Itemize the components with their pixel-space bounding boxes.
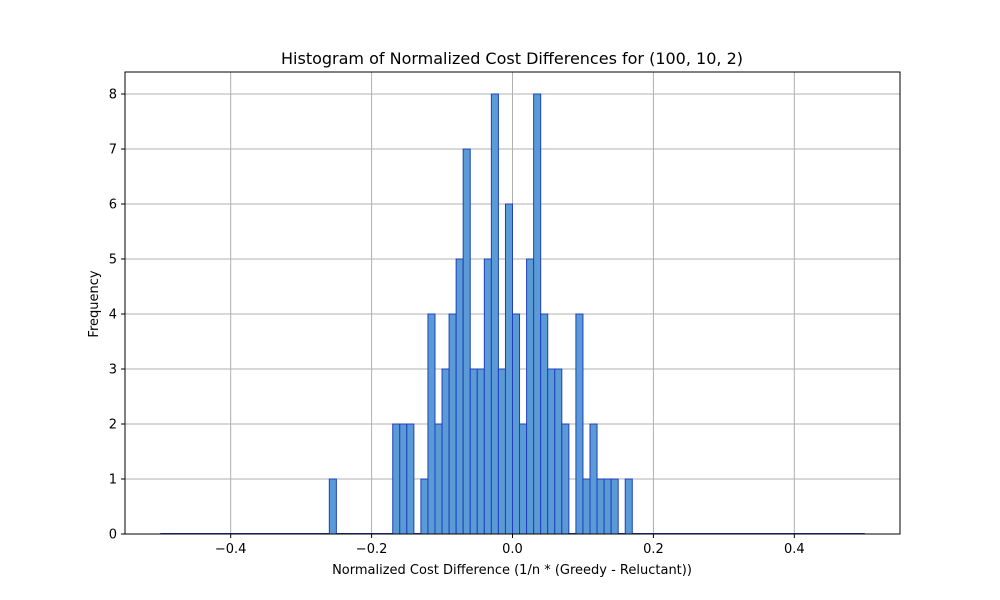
histogram-bar	[554, 368, 563, 535]
histogram-bar	[582, 478, 591, 535]
histogram-bar	[610, 478, 619, 535]
histogram-bar	[504, 203, 514, 535]
x-tick-label: 0.0	[502, 542, 523, 557]
histogram-bar	[575, 313, 584, 535]
histogram-bar	[596, 478, 605, 535]
histogram-bar	[526, 258, 535, 535]
histogram-bar	[399, 423, 408, 535]
y-tick-label: 8	[109, 88, 117, 103]
histogram-bar	[589, 423, 598, 535]
x-axis-ticks: −0.4 −0.2 0.0 0.2 0.4	[215, 534, 805, 557]
y-axis-label: Frequency	[87, 270, 102, 337]
histogram-bar	[328, 478, 337, 535]
y-tick-label: 6	[109, 198, 117, 213]
y-tick-label: 5	[109, 253, 117, 268]
histogram-bar	[547, 368, 556, 535]
y-tick-label: 4	[109, 308, 117, 323]
histogram-bar	[561, 423, 570, 535]
x-tick-label: 0.4	[784, 542, 805, 557]
y-tick-label: 0	[109, 528, 117, 543]
chart-title: Histogram of Normalized Cost Differences…	[281, 49, 743, 68]
histogram-bar	[533, 93, 542, 535]
histogram-bar	[448, 313, 457, 535]
y-tick-label: 7	[109, 143, 117, 158]
histogram-bar	[476, 368, 485, 535]
y-axis-ticks: 0 1 2 3 4 5 6 7 8	[109, 88, 125, 543]
histogram-bar	[519, 423, 528, 535]
y-tick-label: 3	[109, 363, 117, 378]
x-axis-label: Normalized Cost Difference (1/n * (Greed…	[332, 563, 692, 578]
histogram-bar	[392, 423, 401, 535]
histogram-bar	[406, 423, 415, 535]
histogram-bar	[497, 368, 506, 535]
histogram-bar	[624, 478, 633, 535]
histogram-bar	[603, 478, 612, 535]
histogram-bar	[540, 313, 549, 535]
histogram-bar	[462, 148, 471, 535]
x-tick-label: 0.2	[643, 542, 664, 557]
y-tick-label: 2	[109, 418, 117, 433]
histogram-bar	[490, 93, 499, 535]
histogram-bar	[427, 313, 436, 535]
histogram-bar	[469, 368, 478, 535]
y-tick-label: 1	[109, 473, 117, 488]
histogram-bar	[512, 313, 521, 535]
histogram-bar	[420, 478, 429, 535]
histogram-bar	[434, 423, 443, 535]
x-tick-label: −0.4	[215, 542, 247, 557]
histogram-bar	[483, 258, 492, 535]
histogram-bar	[441, 368, 450, 535]
histogram-bar	[455, 258, 464, 535]
x-tick-label: −0.2	[356, 542, 388, 557]
